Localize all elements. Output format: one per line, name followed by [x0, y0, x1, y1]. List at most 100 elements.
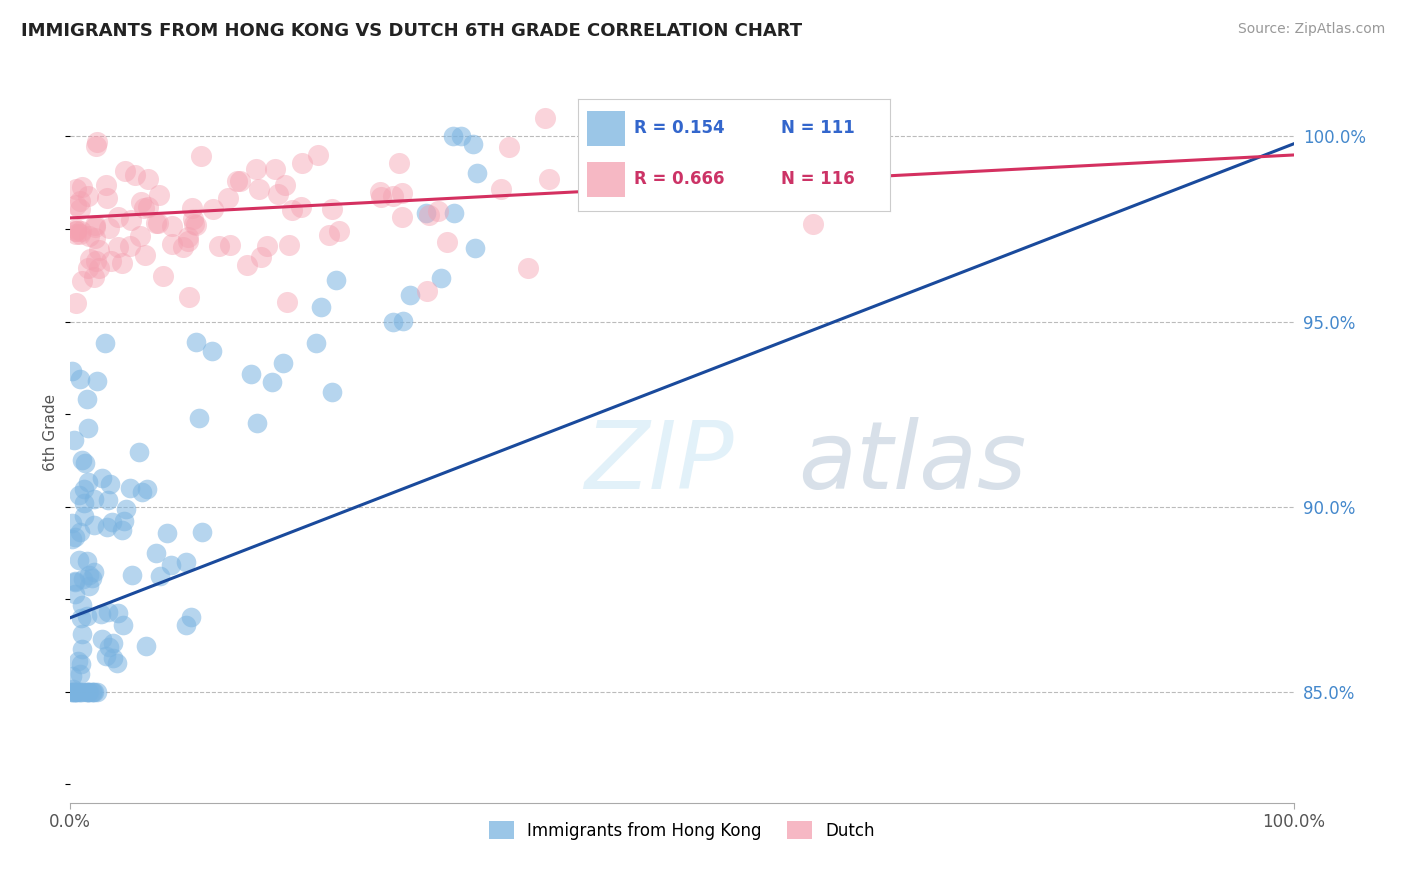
Point [79, 252, 101, 267]
Point [418, 208, 440, 222]
Point [160, 558, 183, 572]
Point [246, 416, 269, 430]
Point [76, 609, 98, 624]
Point [276, 294, 298, 309]
Point [801, 218, 824, 232]
Point [443, 206, 465, 220]
Point [83, 220, 105, 235]
Point [131, 485, 153, 500]
Point [70, 180, 93, 194]
Point [281, 203, 304, 218]
Point [60, 684, 83, 698]
Point [628, 193, 651, 207]
Point [63, 575, 86, 590]
Point [63, 433, 86, 447]
Text: Source: ZipAtlas.com: Source: ZipAtlas.com [1237, 22, 1385, 37]
Point [70, 627, 93, 641]
Point [321, 384, 343, 399]
Point [69, 194, 91, 209]
Point [67, 488, 90, 502]
Point [491, 182, 513, 196]
Point [498, 140, 520, 154]
Point [100, 253, 122, 268]
Point [837, 186, 859, 200]
Point [76, 554, 98, 568]
Point [177, 230, 200, 244]
Point [430, 271, 453, 285]
Point [90, 471, 112, 485]
Point [77, 579, 100, 593]
Point [80, 684, 103, 698]
Point [120, 213, 142, 227]
Point [66, 654, 89, 668]
Point [517, 260, 540, 275]
Point [97, 492, 120, 507]
Point [148, 187, 170, 202]
Point [450, 129, 472, 144]
Point [86, 135, 108, 149]
Point [63, 574, 86, 588]
Point [132, 201, 155, 215]
Point [101, 636, 124, 650]
Point [136, 172, 159, 186]
Point [70, 611, 93, 625]
Point [186, 334, 208, 349]
Point [181, 212, 204, 227]
Point [101, 516, 124, 530]
Point [65, 587, 87, 601]
Point [72, 642, 94, 657]
Point [86, 684, 108, 698]
Text: IMMIGRANTS FROM HONG KONG VS DUTCH 6TH GRADE CORRELATION CHART: IMMIGRANTS FROM HONG KONG VS DUTCH 6TH G… [21, 22, 803, 40]
Point [149, 568, 172, 582]
Point [76, 392, 98, 407]
Point [318, 227, 340, 242]
Point [65, 198, 87, 212]
Point [807, 145, 830, 160]
Point [307, 148, 329, 162]
Point [217, 190, 239, 204]
Point [77, 568, 100, 582]
Point [328, 224, 350, 238]
Point [65, 296, 87, 310]
Point [808, 166, 831, 180]
Point [370, 190, 392, 204]
Point [107, 211, 129, 225]
Point [219, 238, 242, 252]
Point [174, 618, 197, 632]
Point [160, 219, 183, 233]
Point [83, 684, 105, 698]
Point [392, 314, 415, 328]
Point [441, 129, 464, 144]
Point [70, 657, 93, 671]
Point [65, 684, 87, 698]
Point [69, 524, 91, 539]
Point [256, 239, 278, 253]
Point [76, 421, 98, 435]
Point [118, 239, 141, 253]
Point [82, 684, 104, 698]
Point [67, 552, 90, 566]
Point [98, 476, 121, 491]
Point [72, 482, 94, 496]
Point [86, 375, 108, 389]
Point [162, 237, 184, 252]
Point [207, 239, 229, 253]
Point [146, 216, 169, 230]
Point [267, 187, 290, 202]
Point [586, 169, 609, 184]
Point [305, 335, 328, 350]
Point [134, 248, 156, 262]
Point [461, 136, 484, 151]
Point [156, 526, 179, 541]
Point [62, 682, 84, 697]
Point [174, 555, 197, 569]
Point [368, 185, 391, 199]
Point [818, 148, 841, 162]
Point [111, 256, 134, 270]
Point [89, 261, 111, 276]
Point [69, 667, 91, 681]
Point [97, 605, 120, 619]
Point [128, 444, 150, 458]
Point [97, 640, 120, 654]
Point [415, 206, 437, 220]
